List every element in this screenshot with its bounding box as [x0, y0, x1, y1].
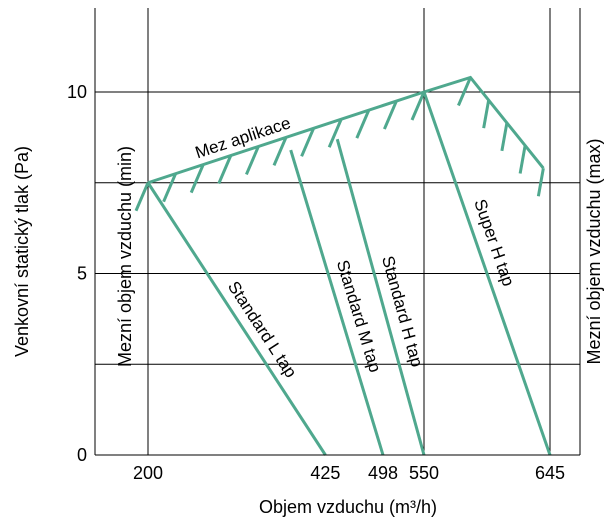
- hatch-mark: [327, 118, 343, 148]
- hatch-mark: [410, 91, 426, 121]
- hatch-mark: [272, 136, 288, 166]
- hatch-mark: [457, 76, 472, 107]
- max-airflow-limit-label: Mezní objem vzduchu (max): [584, 138, 604, 364]
- hatch-mark: [162, 173, 177, 203]
- x-tick-label: 498: [368, 463, 398, 483]
- hatch-mark: [536, 167, 545, 197]
- x-axis-title: Objem vzduchu (m³/h): [259, 497, 437, 517]
- hatch-mark: [383, 100, 398, 130]
- tap-line: [289, 149, 385, 456]
- y-tick-label: 0: [77, 445, 87, 465]
- min-airflow-limit-label: Mezní objem vzduchu (min): [115, 146, 135, 367]
- y-tick-label: 10: [67, 82, 87, 102]
- hatch-mark: [500, 122, 509, 152]
- hatch-mark: [245, 145, 260, 176]
- application-limit-line: [147, 75, 545, 185]
- x-tick-label: 645: [535, 463, 565, 483]
- hatch-mark: [189, 164, 205, 194]
- hatch-mark: [482, 99, 491, 129]
- tap-label: Standard L tap: [224, 278, 300, 381]
- tap-line: [422, 91, 552, 456]
- chart-lines: [146, 75, 552, 456]
- y-axis-title: Venkovní statický tlak (Pa): [12, 146, 32, 357]
- hatch-mark: [518, 145, 527, 174]
- hatch-mark: [217, 154, 233, 185]
- x-tick-label: 425: [310, 463, 340, 483]
- hatch-mark: [134, 182, 150, 212]
- application-limit-hatching: [134, 76, 545, 212]
- tap-line: [146, 181, 327, 456]
- tap-line: [335, 138, 426, 456]
- hatch-mark: [300, 127, 315, 157]
- y-tick-label: 5: [77, 264, 87, 284]
- grid: [95, 8, 580, 455]
- hatch-mark: [355, 109, 371, 139]
- x-tick-label: 200: [133, 463, 163, 483]
- x-tick-label: 550: [409, 463, 439, 483]
- axes: 200 425 498 550 645 0 5 10 Objem vzduchu (m³/h) V…: [12, 8, 581, 517]
